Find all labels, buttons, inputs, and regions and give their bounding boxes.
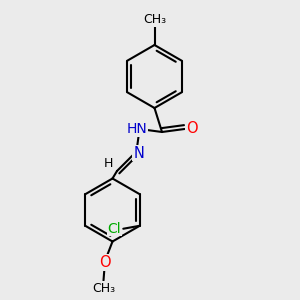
- Text: O: O: [99, 255, 111, 270]
- Text: N: N: [133, 146, 144, 160]
- Text: CH₃: CH₃: [143, 13, 166, 26]
- Text: H: H: [103, 157, 113, 170]
- Text: O: O: [186, 122, 198, 136]
- Text: HN: HN: [127, 122, 148, 136]
- Text: CH₃: CH₃: [92, 281, 115, 295]
- Text: Cl: Cl: [107, 222, 121, 236]
